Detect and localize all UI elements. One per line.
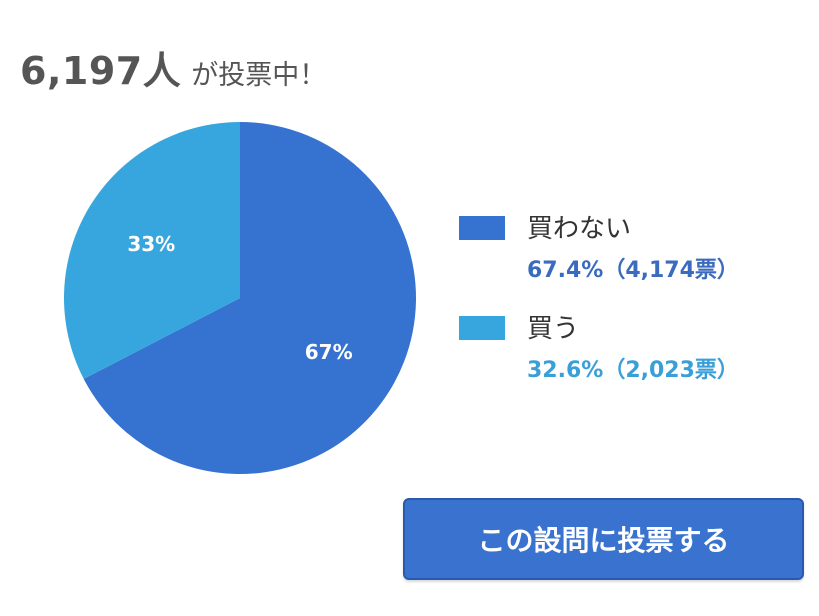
vote-count: 6,197人 bbox=[20, 49, 182, 93]
legend-item-0: 買わない 67.4%（4,174票） bbox=[459, 208, 799, 308]
pie-chart: 67% 33% bbox=[64, 122, 416, 474]
legend-swatch-0 bbox=[459, 216, 505, 240]
vote-count-header: 6,197人 が投票中！ bbox=[20, 40, 326, 95]
pie-slice-0 bbox=[83, 122, 416, 474]
vote-count-suffix: が投票中！ bbox=[191, 60, 327, 91]
vote-button[interactable]: この設問に投票する bbox=[403, 498, 804, 580]
legend-value-1: 32.6%（2,023票） bbox=[527, 358, 739, 383]
pie-slice-label-1: 33% bbox=[127, 232, 175, 256]
legend: 買わない 67.4%（4,174票） 買う 32.6%（2,023票） bbox=[459, 208, 799, 408]
legend-value-0: 67.4%（4,174票） bbox=[527, 258, 739, 283]
legend-swatch-1 bbox=[459, 316, 505, 340]
pie-slice-1 bbox=[64, 122, 241, 379]
legend-name-0: 買わない bbox=[527, 214, 632, 244]
legend-name-1: 買う bbox=[527, 314, 580, 344]
pie-slice-label-0: 67% bbox=[305, 340, 353, 364]
legend-item-1: 買う 32.6%（2,023票） bbox=[459, 308, 799, 408]
